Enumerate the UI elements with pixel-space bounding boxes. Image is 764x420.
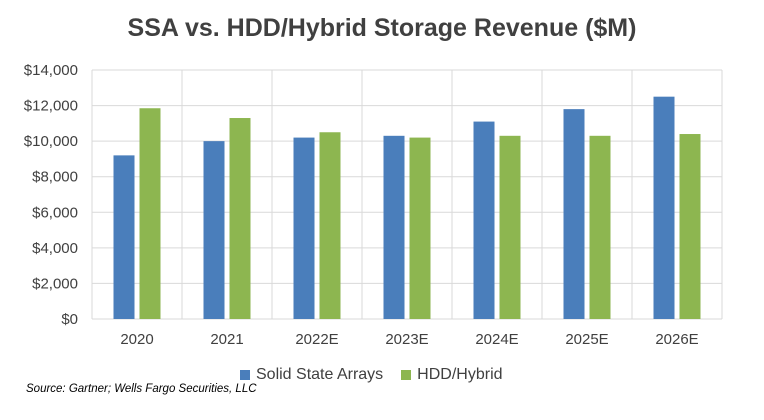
bar-ssa-2024E — [473, 121, 495, 319]
legend-swatch-hdd — [401, 370, 412, 380]
legend: Solid State Arrays HDD/Hybrid — [240, 364, 521, 386]
bar-ssa-2020 — [113, 155, 135, 319]
bar-hdd-2025E — [589, 135, 611, 319]
x-tick-label: 2023E — [385, 331, 428, 348]
y-tick-label: $8,000 — [32, 169, 78, 186]
bar-ssa-2023E — [383, 135, 405, 319]
legend-item-ssa: Solid State Arrays — [240, 366, 383, 384]
y-tick-label: $4,000 — [32, 240, 78, 257]
legend-label-hdd: HDD/Hybrid — [417, 366, 503, 383]
bar-hdd-2023E — [409, 137, 431, 319]
legend-item-hdd: HDD/Hybrid — [401, 366, 503, 384]
x-tick-label: 2026E — [655, 331, 698, 348]
legend-label-ssa: Solid State Arrays — [256, 366, 384, 383]
x-tick-label: 2022E — [295, 331, 338, 348]
y-tick-label: $2,000 — [32, 275, 78, 292]
bar-hdd-2022E — [319, 132, 341, 319]
bar-hdd-2024E — [499, 135, 521, 319]
y-tick-label: $6,000 — [32, 204, 78, 221]
x-tick-label: 2024E — [475, 331, 518, 348]
bar-ssa-2021 — [203, 141, 225, 319]
bar-ssa-2022E — [293, 137, 315, 319]
x-tick-label: 2020 — [120, 331, 153, 348]
y-tick-label: $14,000 — [24, 62, 78, 79]
bar-hdd-2026E — [679, 134, 701, 319]
x-tick-label: 2021 — [210, 331, 243, 348]
legend-swatch-ssa — [240, 370, 250, 380]
y-tick-label: $0 — [61, 311, 78, 328]
y-tick-label: $10,000 — [24, 133, 78, 150]
bar-ssa-2025E — [563, 109, 585, 319]
source-note: Source: Gartner; Wells Fargo Securities,… — [26, 383, 257, 395]
y-tick-label: $12,000 — [24, 98, 78, 115]
x-tick-label: 2025E — [565, 331, 608, 348]
bar-ssa-2026E — [653, 96, 675, 319]
chart-title: SSA vs. HDD/Hybrid Storage Revenue ($M) — [127, 14, 637, 42]
bar-hdd-2021 — [229, 118, 251, 320]
bar-hdd-2020 — [139, 108, 161, 319]
